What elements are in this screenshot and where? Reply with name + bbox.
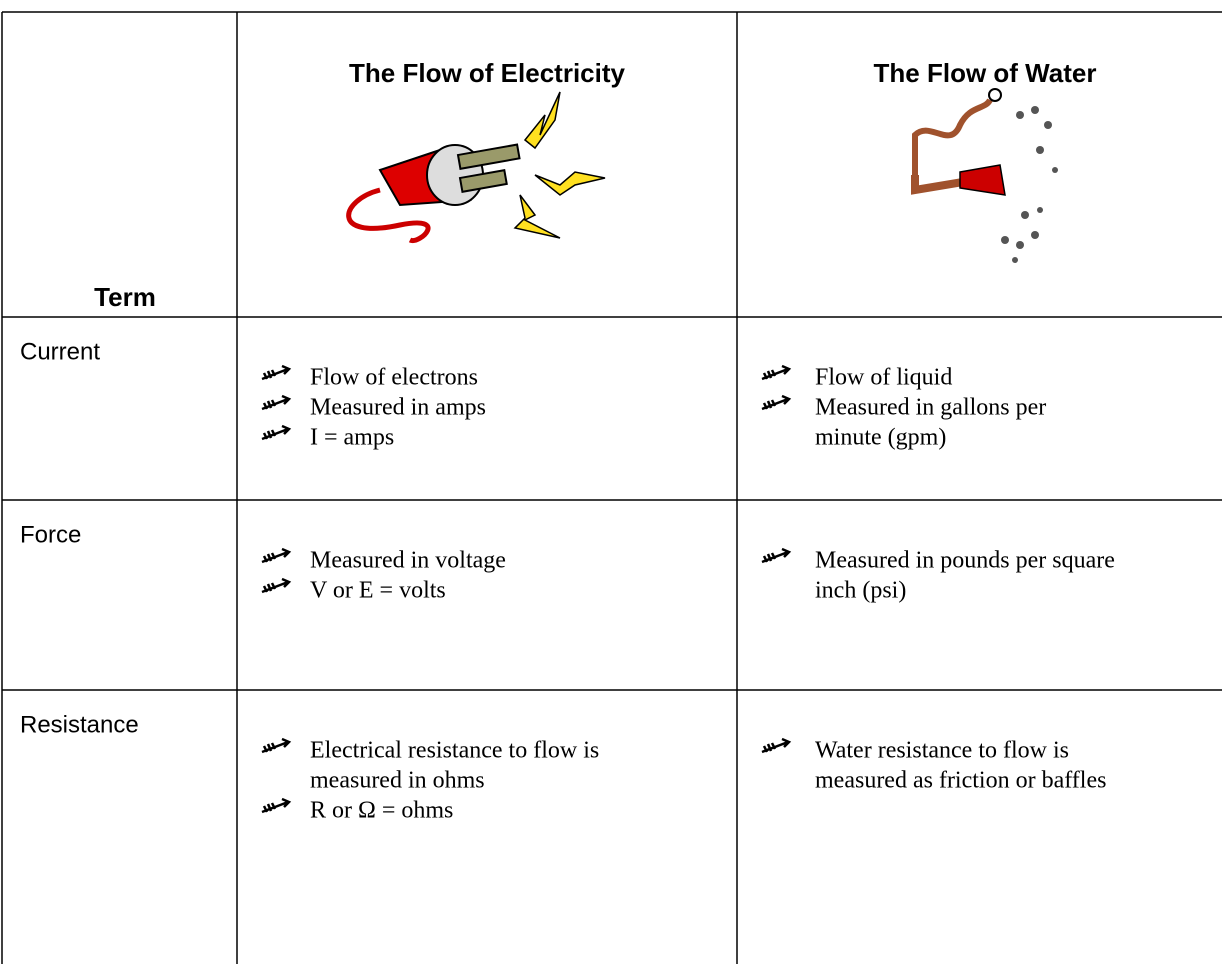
bullet-text: Measured in gallons per — [815, 395, 1046, 421]
plug-icon — [349, 92, 605, 241]
bullet-text: Flow of electrons — [310, 365, 478, 391]
header-water: The Flow of Water — [874, 58, 1097, 88]
bullet-text: measured as friction or baffles — [815, 768, 1106, 794]
bullet-text: I = amps — [310, 425, 394, 451]
bullet-text: Water resistance to flow is — [815, 738, 1069, 764]
bullet-icon — [262, 799, 289, 812]
bullet-icon — [762, 549, 789, 562]
bullet-icon — [262, 549, 289, 562]
table-rules — [2, 12, 1222, 964]
bullet-text: inch (psi) — [815, 578, 906, 604]
bullet-text: measured in ohms — [310, 768, 485, 794]
bullet-icon — [262, 579, 289, 592]
document: Term The Flow of Electricity The Flow of… — [0, 0, 1222, 964]
bullet-icon — [262, 396, 289, 409]
bullet-text: R or Ω = ohms — [310, 798, 453, 824]
header-electricity: The Flow of Electricity — [349, 58, 625, 88]
bullet-text: Measured in pounds per square — [815, 548, 1115, 574]
bullet-icon — [262, 739, 289, 752]
bullet-text: Measured in amps — [310, 395, 486, 421]
page: Term The Flow of Electricity The Flow of… — [0, 0, 1222, 964]
bullet-icon — [262, 366, 289, 379]
term-cell: Resistance — [20, 711, 139, 738]
bullet-text: minute (gpm) — [815, 425, 946, 451]
bullet-icon — [762, 396, 789, 409]
bullet-text: Measured in voltage — [310, 548, 506, 574]
bullet-text: V or E = volts — [310, 578, 446, 604]
term-cell: Force — [20, 521, 81, 548]
bullet-icon — [262, 426, 289, 439]
term-cell: Current — [20, 338, 100, 365]
bullet-text: Flow of liquid — [815, 365, 952, 391]
bullet-icon — [762, 366, 789, 379]
header-term: Term — [94, 282, 156, 312]
bullet-text: Electrical resistance to flow is — [310, 738, 599, 764]
table-body: Current Flow of electrons Measured in amps… — [20, 338, 1115, 823]
bullet-icon — [762, 739, 789, 752]
hose-icon — [915, 89, 1058, 263]
